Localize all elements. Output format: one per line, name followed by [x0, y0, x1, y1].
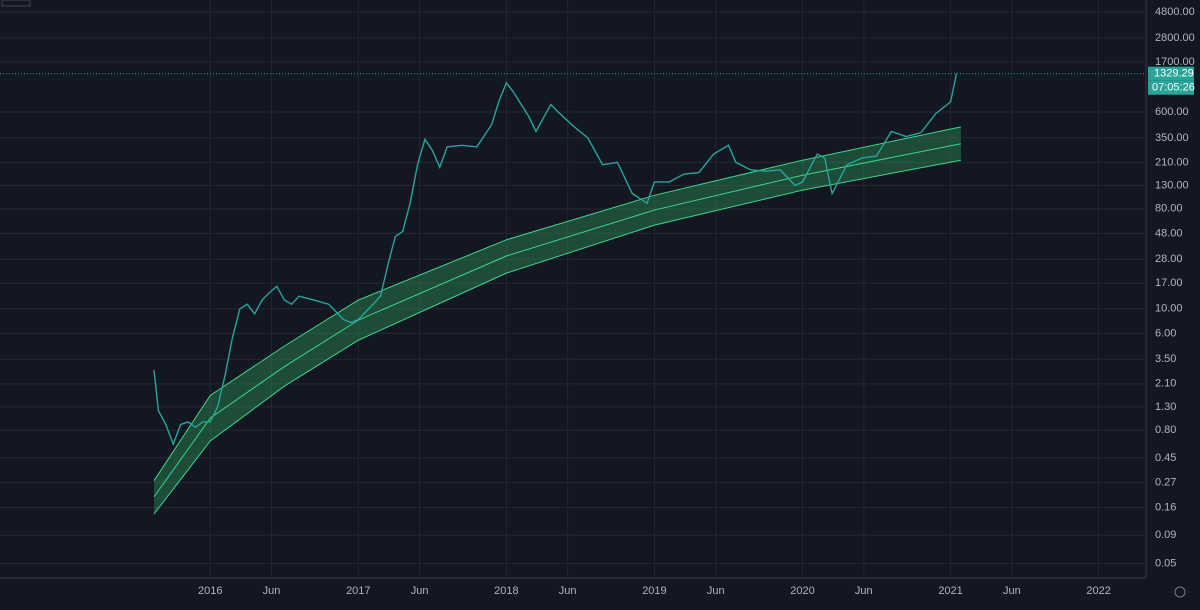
x-tick-label: 2016	[198, 585, 222, 597]
settings-icon[interactable]	[1174, 586, 1186, 598]
series-line	[153, 73, 958, 447]
x-tick-label: 2019	[642, 585, 666, 597]
y-tick-label: 2800.00	[1155, 32, 1195, 44]
y-tick-label: 80.00	[1155, 203, 1183, 215]
y-tick-label: 600.00	[1155, 106, 1189, 118]
x-tick-label: 2021	[938, 585, 962, 597]
last-price-box	[1148, 66, 1194, 81]
countdown-label: 07:05:26	[1152, 82, 1195, 94]
y-tick-label: 0.45	[1155, 452, 1176, 464]
y-tick-label: 48.00	[1155, 227, 1183, 239]
y-tick-label: 10.00	[1155, 303, 1183, 315]
y-tick-label: 0.09	[1155, 529, 1176, 541]
y-tick-label: 1.30	[1155, 401, 1176, 413]
x-tick-label: Jun	[411, 585, 429, 597]
x-tick-label: Jun	[707, 585, 725, 597]
x-tick-label: 2022	[1086, 585, 1110, 597]
y-tick-label: 4800.00	[1155, 6, 1195, 18]
x-tick-label: Jun	[1003, 585, 1021, 597]
y-tick-label: 3.50	[1155, 353, 1176, 365]
x-tick-label: Jun	[559, 585, 577, 597]
y-tick-label: 0.80	[1155, 424, 1176, 436]
countdown-box	[1148, 80, 1194, 95]
y-tick-label: 0.05	[1155, 557, 1176, 569]
series-line	[153, 143, 962, 498]
y-tick-label: 350.00	[1155, 132, 1189, 144]
toolbar-button[interactable]	[1, 0, 31, 7]
x-tick-label: 2017	[346, 585, 370, 597]
x-tick-label: 2018	[494, 585, 518, 597]
y-tick-label: 2.10	[1155, 378, 1176, 390]
band-fill	[153, 126, 961, 515]
y-tick-label: 0.16	[1155, 502, 1176, 514]
last-price-label: 1329.29	[1154, 68, 1194, 80]
y-tick-label: 17.00	[1155, 277, 1183, 289]
y-tick-label: 210.00	[1155, 156, 1189, 168]
y-tick-label: 1700.00	[1155, 56, 1195, 68]
y-tick-label: 130.00	[1155, 179, 1189, 191]
grid	[0, 0, 1146, 578]
x-tick-label: Jun	[263, 585, 281, 597]
y-tick-label: 28.00	[1155, 253, 1183, 265]
series-line	[153, 159, 962, 515]
x-tick-label: Jun	[855, 585, 873, 597]
y-tick-label: 6.00	[1155, 327, 1176, 339]
x-tick-label: 2020	[790, 585, 814, 597]
y-tick-label: 0.27	[1155, 476, 1176, 488]
